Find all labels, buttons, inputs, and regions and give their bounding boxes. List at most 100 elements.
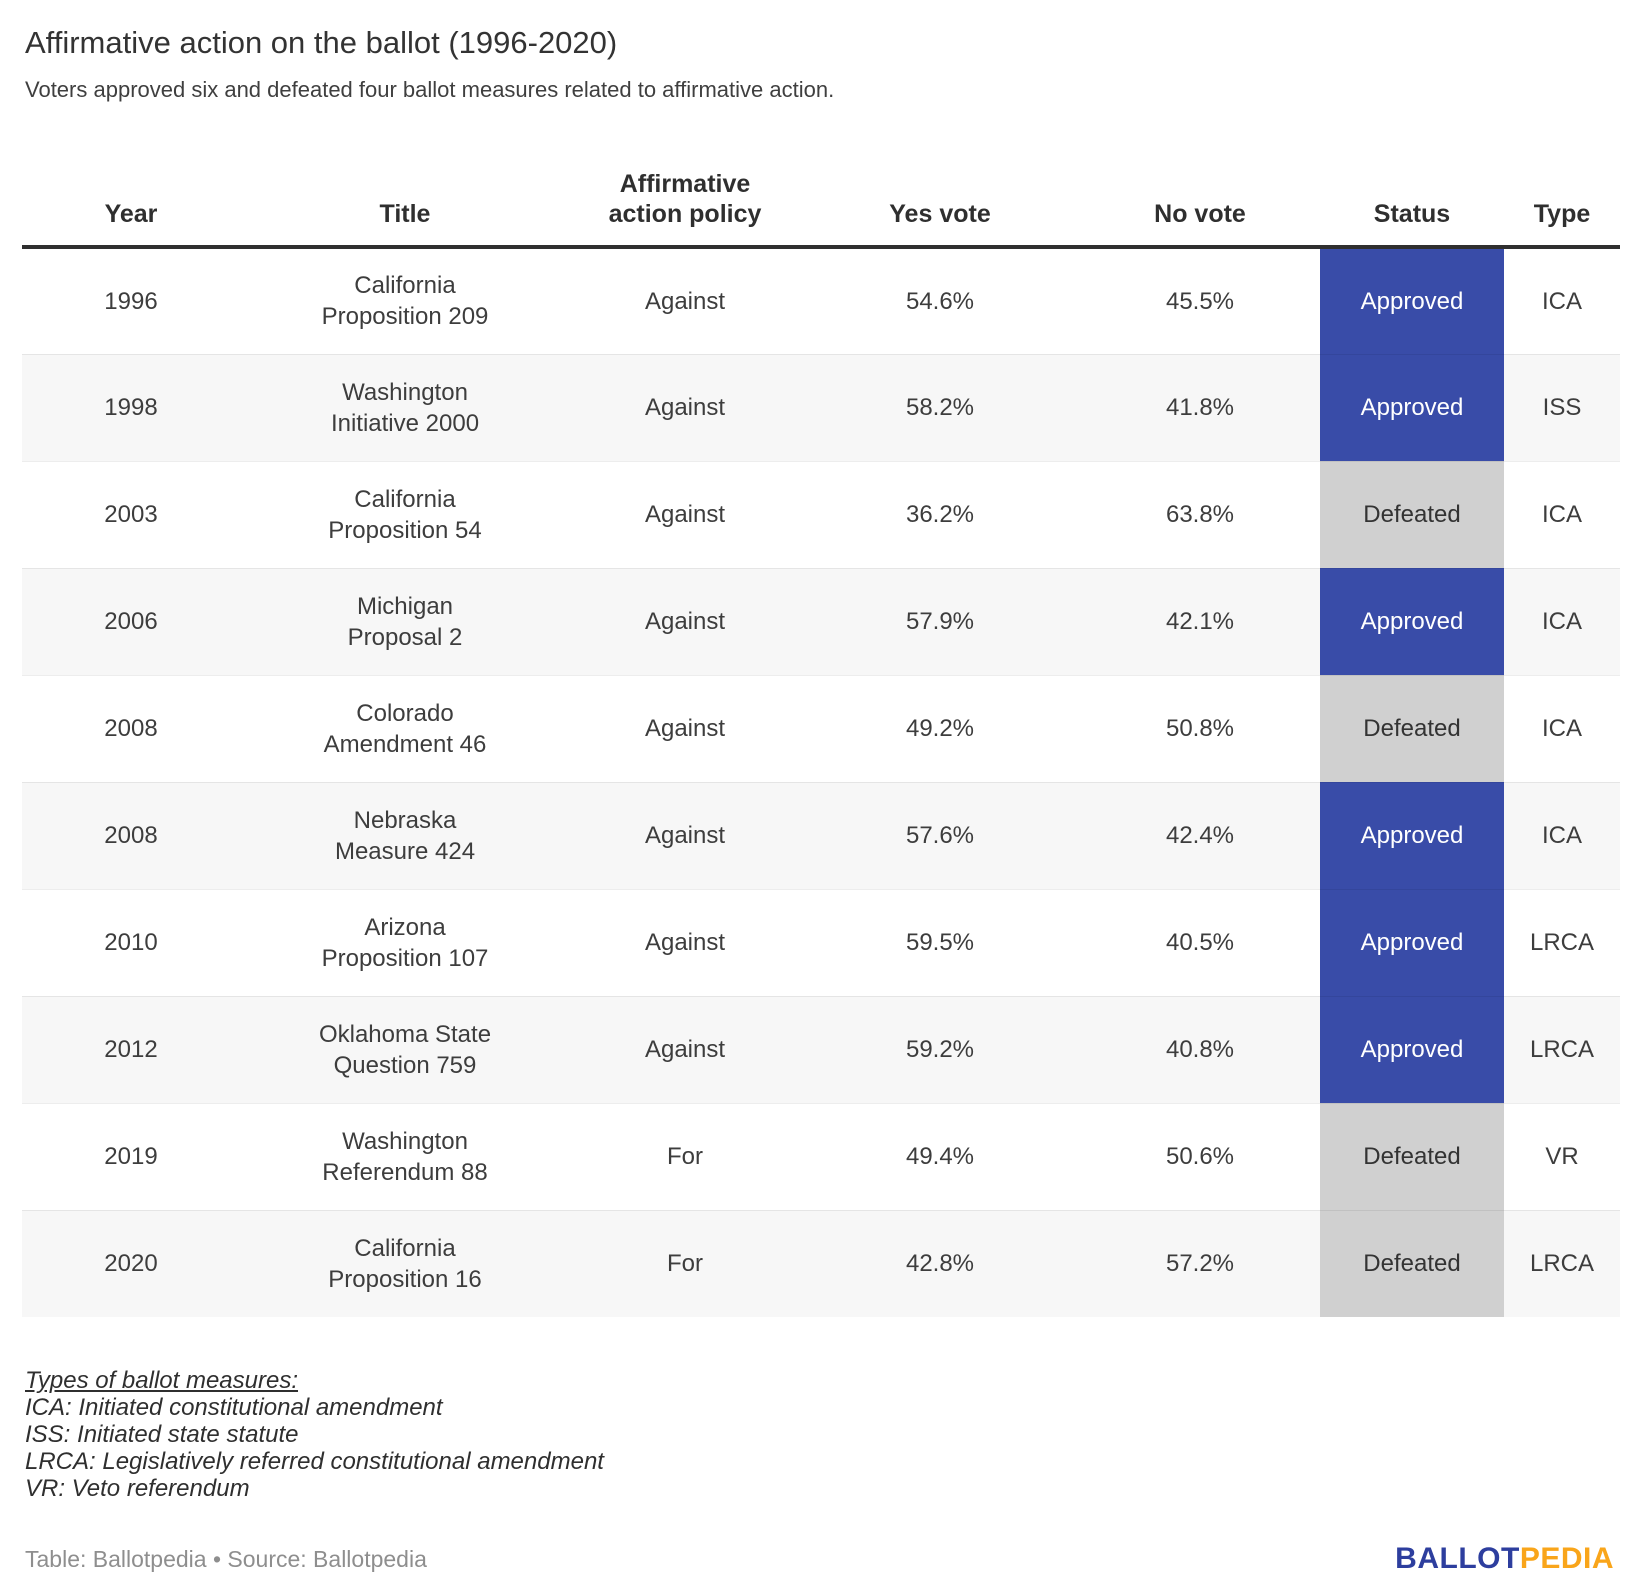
no-vote-cell: 45.5% — [1165, 287, 1235, 315]
year-cell: 2006 — [22, 567, 240, 675]
column-header-no-vote: No vote — [1080, 150, 1320, 249]
table-header-row: Year Title Affirmative action policy Yes… — [22, 150, 1620, 249]
yes-vote-cell: 58.2% — [800, 353, 1080, 461]
title-cell: California Proposition 54 — [240, 460, 570, 568]
policy-cell: Against — [570, 353, 800, 461]
type-cell: ICA — [1504, 674, 1620, 782]
no-vote-cell: 50.8% — [1080, 674, 1320, 782]
year-cell: 2019 — [22, 1102, 240, 1210]
yes-vote-cell: 54.6% — [905, 287, 975, 315]
table-body: 1996 California Proposition 209 Against … — [22, 247, 1620, 1317]
page: Affirmative action on the ballot (1996-2… — [0, 24, 1640, 1574]
policy-cell: For — [570, 1102, 800, 1210]
status-cell: Approved — [1320, 353, 1504, 461]
year-cell: 2020 — [22, 1209, 240, 1317]
no-vote-cell: 40.5% — [1080, 888, 1320, 996]
status-cell: Defeated — [1320, 1102, 1504, 1210]
yes-vote-cell: 49.2% — [800, 674, 1080, 782]
column-header-title: Title — [240, 150, 570, 249]
year-cell: 2010 — [22, 888, 240, 996]
year-cell: 2008 — [22, 781, 240, 889]
status-cell: Approved — [1320, 995, 1504, 1103]
year-cell: 2012 — [22, 995, 240, 1103]
column-header-yes-vote: Yes vote — [800, 150, 1080, 249]
year-cell: 1996 — [104, 287, 158, 315]
title-cell: Nebraska Measure 424 — [240, 781, 570, 889]
type-cell: VR — [1504, 1102, 1620, 1210]
no-vote-cell: 57.2% — [1080, 1209, 1320, 1317]
column-header-year: Year — [22, 150, 240, 249]
policy-cell: Against — [570, 781, 800, 889]
title-cell: Oklahoma State Question 759 — [240, 995, 570, 1103]
legend-item-ica: ICA: Initiated constitutional amendment — [25, 1394, 443, 1421]
no-vote-cell: 63.8% — [1080, 460, 1320, 568]
table-row: 1996 California Proposition 209 Against … — [22, 247, 1620, 354]
legend-item-lrca: LRCA: Legislatively referred constitutio… — [25, 1448, 604, 1475]
policy-cell: For — [570, 1209, 800, 1317]
footer: Table: Ballotpedia • Source: Ballotpedia… — [25, 1542, 1614, 1574]
status-cell: Defeated — [1320, 1209, 1504, 1317]
type-cell: ISS — [1504, 353, 1620, 461]
column-header-status: Status — [1320, 150, 1504, 249]
column-header-type: Type — [1504, 150, 1620, 249]
table-row: 2010 Arizona Proposition 107 Against 59.… — [22, 888, 1620, 996]
no-vote-cell: 40.8% — [1080, 995, 1320, 1103]
yes-vote-cell: 57.9% — [800, 567, 1080, 675]
title-cell: California Proposition 16 — [240, 1209, 570, 1317]
policy-cell: Against — [644, 287, 726, 315]
type-cell: LRCA — [1504, 888, 1620, 996]
type-cell: ICA — [1504, 567, 1620, 675]
table-row: 1998 Washington Initiative 2000 Against … — [22, 353, 1620, 461]
logo-ballot-text: BALLOT — [1395, 1542, 1520, 1574]
legend-item-vr: VR: Veto referendum — [25, 1475, 250, 1502]
yes-vote-cell: 59.2% — [800, 995, 1080, 1103]
status-cell: Approved — [1320, 781, 1504, 889]
title-cell: Washington Initiative 2000 — [240, 353, 570, 461]
status-cell: Approved — [1320, 247, 1504, 354]
ballot-measures-table: Year Title Affirmative action policy Yes… — [22, 150, 1620, 1317]
yes-vote-cell: 49.4% — [800, 1102, 1080, 1210]
status-cell: Defeated — [1320, 674, 1504, 782]
legend-item-iss: ISS: Initiated state statute — [25, 1421, 299, 1448]
type-cell: LRCA — [1504, 995, 1620, 1103]
yes-vote-cell: 42.8% — [800, 1209, 1080, 1317]
title-cell: Colorado Amendment 46 — [240, 674, 570, 782]
type-cell: ICA — [1504, 781, 1620, 889]
policy-cell: Against — [570, 674, 800, 782]
no-vote-cell: 42.1% — [1080, 567, 1320, 675]
yes-vote-cell: 57.6% — [800, 781, 1080, 889]
table-row: 2012 Oklahoma State Question 759 Against… — [22, 995, 1620, 1103]
title-cell: California Proposition 209 — [321, 272, 489, 331]
yes-vote-cell: 59.5% — [800, 888, 1080, 996]
year-cell: 2003 — [22, 460, 240, 568]
policy-cell: Against — [570, 995, 800, 1103]
page-title: Affirmative action on the ballot (1996-2… — [25, 25, 618, 60]
no-vote-cell: 50.6% — [1080, 1102, 1320, 1210]
type-cell: ICA — [1541, 287, 1582, 315]
policy-cell: Against — [570, 460, 800, 568]
table-row: 2019 Washington Referendum 88 For 49.4% … — [22, 1102, 1620, 1210]
page-subtitle: Voters approved six and defeated four ba… — [25, 77, 835, 102]
ballotpedia-logo: BALLOTPEDIA — [1395, 1542, 1614, 1574]
year-cell: 1998 — [22, 353, 240, 461]
table-header: Year Title Affirmative action policy Yes… — [22, 150, 1620, 249]
type-cell: ICA — [1504, 460, 1620, 568]
title-cell: Michigan Proposal 2 — [240, 567, 570, 675]
logo-pedia-text: PEDIA — [1519, 1542, 1614, 1574]
table-row: 2008 Colorado Amendment 46 Against 49.2%… — [22, 674, 1620, 782]
title-cell: Washington Referendum 88 — [240, 1102, 570, 1210]
table-row: 2008 Nebraska Measure 424 Against 57.6% … — [22, 781, 1620, 889]
status-cell: Approved — [1320, 888, 1504, 996]
status-cell: Approved — [1320, 567, 1504, 675]
status-cell: Defeated — [1320, 460, 1504, 568]
policy-cell: Against — [570, 888, 800, 996]
title-cell: Arizona Proposition 107 — [240, 888, 570, 996]
type-cell: LRCA — [1504, 1209, 1620, 1317]
legend: Types of ballot measures: ICA: Initiated… — [25, 1367, 1615, 1502]
legend-heading: Types of ballot measures: — [25, 1367, 299, 1394]
column-header-policy: Affirmative action policy — [570, 150, 800, 249]
table-row: 2020 California Proposition 16 For 42.8%… — [22, 1209, 1620, 1317]
no-vote-cell: 42.4% — [1080, 781, 1320, 889]
table-row: 2006 Michigan Proposal 2 Against 57.9% 4… — [22, 567, 1620, 675]
attribution: Table: Ballotpedia • Source: Ballotpedia — [25, 1545, 427, 1572]
